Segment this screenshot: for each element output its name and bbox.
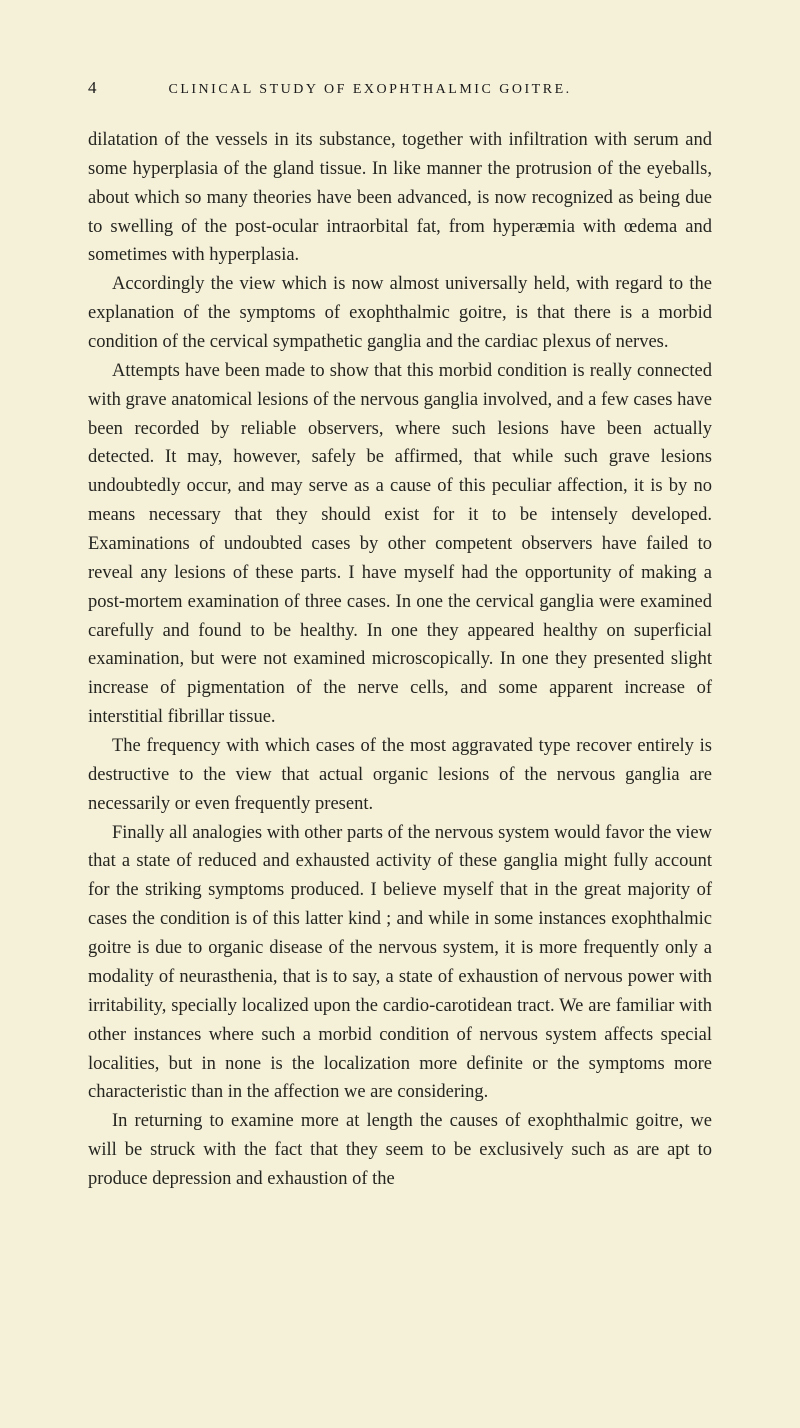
page-number: 4 <box>88 78 97 98</box>
paragraph: dilatation of the vessels in its substan… <box>88 126 712 270</box>
body-text: dilatation of the vessels in its substan… <box>88 126 712 1194</box>
paragraph: In returning to examine more at length t… <box>88 1107 712 1194</box>
page-header: 4 CLINICAL STUDY OF EXOPHTHALMIC GOITRE. <box>88 78 712 98</box>
paragraph: Accordingly the view which is now almost… <box>88 270 712 357</box>
paragraph: The frequency with which cases of the mo… <box>88 732 712 819</box>
paragraph: Finally all analogies with other parts o… <box>88 819 712 1108</box>
paragraph: Attempts have been made to show that thi… <box>88 357 712 732</box>
page-title: CLINICAL STUDY OF EXOPHTHALMIC GOITRE. <box>169 82 572 98</box>
